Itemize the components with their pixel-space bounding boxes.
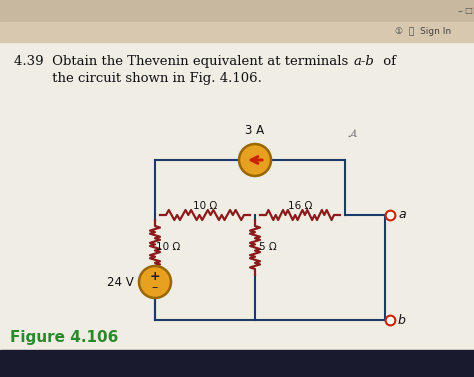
Text: +: + — [150, 271, 160, 284]
Text: of: of — [379, 55, 396, 68]
Text: □: □ — [464, 6, 472, 15]
Text: –: – — [152, 282, 158, 294]
Text: ×: × — [472, 6, 474, 16]
Text: 10 Ω: 10 Ω — [193, 201, 217, 211]
Text: 24 V: 24 V — [107, 276, 134, 288]
Bar — [0, 22, 474, 42]
Circle shape — [139, 266, 171, 298]
Text: $\mathcal{A}$: $\mathcal{A}$ — [347, 127, 358, 139]
Circle shape — [239, 144, 271, 176]
Bar — [0, 0, 474, 22]
Text: 5 Ω: 5 Ω — [259, 242, 277, 253]
Bar — [0, 350, 474, 377]
Text: b: b — [398, 314, 406, 326]
Text: a-b: a-b — [354, 55, 375, 68]
Text: the circuit shown in Fig. 4.106.: the circuit shown in Fig. 4.106. — [14, 72, 262, 85]
Text: Figure 4.106: Figure 4.106 — [10, 330, 118, 345]
Text: a: a — [398, 208, 406, 222]
Text: 16 Ω: 16 Ω — [288, 201, 312, 211]
Text: 4.39  Obtain the Thevenin equivalent at terminals: 4.39 Obtain the Thevenin equivalent at t… — [14, 55, 353, 68]
Text: ①  🔔  Sign In: ① 🔔 Sign In — [395, 28, 451, 37]
Text: 3 A: 3 A — [246, 124, 264, 137]
Text: –: – — [457, 6, 463, 16]
Text: 10 Ω: 10 Ω — [156, 242, 180, 253]
